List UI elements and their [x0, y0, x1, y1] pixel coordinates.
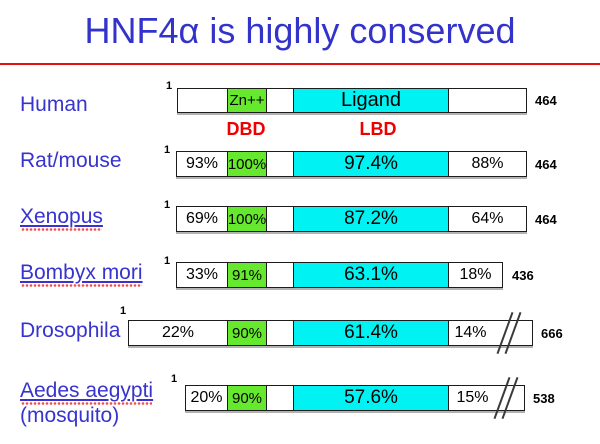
- dbd-segment: 100%: [227, 152, 267, 176]
- species-label-drosophila: Drosophila: [20, 319, 121, 342]
- lbd-segment: 87.2%: [293, 207, 449, 231]
- species-text: Xenopus: [20, 205, 103, 231]
- dbd-segment: Zn++: [227, 89, 267, 112]
- cterm-segment: [449, 89, 526, 112]
- title-underline-rule: [0, 63, 600, 65]
- start-residue-label: 1: [120, 305, 127, 317]
- end-residue-label: 464: [535, 157, 557, 172]
- species-label-aedes: Aedes aegypti: [20, 379, 154, 405]
- lbd-annotation: LBD: [359, 119, 397, 139]
- cterm-segment: 15%: [456, 389, 489, 406]
- dbd-segment: 100%: [227, 207, 267, 231]
- end-residue-label: 666: [541, 326, 563, 341]
- domain-bar-xenopus: 69% 100% 87.2% 64%: [176, 206, 527, 232]
- hinge-segment: [267, 386, 293, 410]
- domain-bar-bombyx: 33% 91% 63.1% 18%: [176, 262, 503, 288]
- nterm-segment: [178, 89, 227, 112]
- species-label-human: Human: [20, 93, 88, 116]
- nterm-segment: 69%: [185, 210, 219, 227]
- species-text: Aedes aegypti: [20, 379, 154, 405]
- domain-bar-drosophila: 22% 90% 61.4% 14%: [128, 320, 533, 346]
- lbd-segment: 61.4%: [293, 321, 449, 345]
- species-label-aedes-line2: (mosquito): [20, 404, 120, 427]
- domain-bar-aedes: 20% 90% 57.6% 15%: [185, 385, 525, 411]
- species-text: Bombyx mori: [20, 261, 143, 287]
- nterm-segment: 20%: [190, 389, 223, 406]
- species-label-rat-mouse: Rat/mouse: [20, 149, 122, 172]
- domain-bar-human: Zn++ Ligand: [177, 88, 527, 113]
- cterm-segment: 18%: [459, 266, 492, 283]
- start-residue-label: 1: [171, 373, 178, 385]
- dbd-annotation: DBD: [226, 119, 266, 139]
- hinge-segment: [267, 89, 293, 112]
- lbd-segment: 57.6%: [293, 386, 449, 410]
- start-residue-label: 1: [164, 144, 171, 156]
- species-label-xenopus: Xenopus: [20, 205, 103, 231]
- dbd-segment: 91%: [227, 263, 267, 287]
- domain-bar-rat-mouse: 93% 100% 97.4% 88%: [176, 151, 527, 177]
- lbd-segment: 97.4%: [293, 152, 449, 176]
- nterm-segment: 93%: [185, 155, 219, 172]
- hinge-segment: [267, 321, 293, 345]
- species-label-bombyx-mori: Bombyx mori: [20, 261, 143, 287]
- start-residue-label: 1: [164, 199, 171, 211]
- hinge-segment: [267, 207, 293, 231]
- lbd-segment: 63.1%: [293, 263, 449, 287]
- cterm-segment: 88%: [471, 155, 504, 172]
- lbd-segment: Ligand: [293, 89, 449, 112]
- slide-title: HNF4α is highly conserved: [84, 10, 516, 51]
- cterm-segment: 64%: [471, 210, 504, 227]
- start-residue-label: 1: [164, 255, 171, 267]
- nterm-segment: 22%: [161, 324, 195, 341]
- end-residue-label: 538: [533, 391, 555, 406]
- hinge-segment: [267, 263, 293, 287]
- start-residue-label: 1: [166, 80, 173, 92]
- end-residue-label: 464: [535, 212, 557, 227]
- nterm-segment: 33%: [185, 266, 219, 283]
- cterm-segment: 14%: [454, 324, 487, 341]
- end-residue-label: 436: [512, 268, 534, 283]
- dbd-segment: 90%: [227, 386, 267, 410]
- hinge-segment: [267, 152, 293, 176]
- dbd-segment: 90%: [227, 321, 267, 345]
- end-residue-label: 464: [535, 93, 557, 108]
